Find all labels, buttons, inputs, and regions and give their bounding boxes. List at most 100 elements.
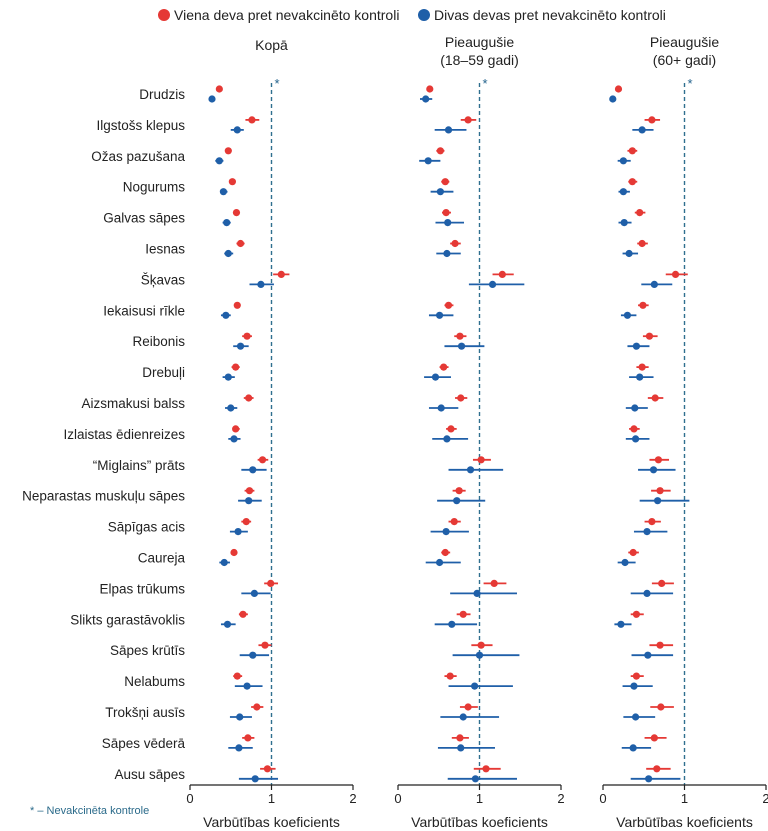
- two-doses-point: [623, 311, 632, 319]
- two-doses-point: [444, 219, 452, 227]
- one-dose-point: [263, 765, 272, 773]
- two-doses-point: [457, 342, 466, 350]
- category-label: “Miglains” prāts: [93, 458, 186, 473]
- one-dose-point: [440, 363, 448, 371]
- x-tick-label: 2: [349, 791, 356, 806]
- category-label: Nogurums: [123, 180, 186, 195]
- one-dose-point: [614, 85, 623, 93]
- one-dose-point: [245, 487, 254, 495]
- x-tick-label: 2: [557, 791, 564, 806]
- category-label: Iekaisusi rīkle: [103, 303, 185, 318]
- two-doses-point: [257, 280, 265, 288]
- one-dose-point: [459, 610, 467, 618]
- two-doses-point: [453, 497, 461, 505]
- legend-red-label: Viena deva pret nevakcinēto kontroli: [174, 7, 399, 23]
- one-dose-point: [671, 270, 680, 278]
- two-doses-point: [444, 126, 453, 134]
- two-doses-point: [422, 95, 430, 103]
- two-doses-point: [645, 775, 653, 783]
- two-doses-point: [488, 280, 497, 288]
- reference-marker: *: [275, 76, 280, 91]
- two-doses-point: [234, 528, 242, 536]
- two-doses-point: [249, 466, 257, 474]
- x-tick-label: 1: [476, 791, 483, 806]
- category-label: Neparastas muskuļu sāpes: [22, 489, 185, 504]
- one-dose-point: [243, 332, 251, 340]
- one-dose-point: [442, 209, 450, 217]
- two-doses-point: [436, 188, 444, 196]
- two-doses-point: [650, 280, 658, 288]
- category-label: Ožas pazušana: [91, 149, 185, 164]
- two-doses-point: [236, 713, 244, 721]
- two-doses-point: [245, 497, 253, 505]
- two-doses-point: [243, 682, 251, 690]
- category-label: Sāpes krūtīs: [110, 643, 185, 658]
- two-doses-point: [620, 219, 628, 227]
- one-dose-point: [636, 209, 644, 217]
- two-doses-point: [459, 713, 467, 721]
- one-dose-point: [447, 425, 455, 433]
- two-doses-point: [466, 466, 475, 474]
- two-doses-point: [473, 589, 481, 598]
- one-dose-point: [444, 301, 453, 309]
- two-doses-point: [609, 95, 617, 103]
- one-dose-point: [245, 394, 253, 402]
- one-dose-point: [244, 734, 252, 742]
- two-doses-point: [208, 95, 216, 103]
- one-dose-point: [261, 641, 269, 649]
- two-doses-point: [443, 249, 451, 258]
- one-dose-point: [436, 147, 444, 155]
- one-dose-point: [228, 178, 236, 186]
- one-dose-point: [639, 301, 647, 309]
- one-dose-point: [656, 487, 664, 495]
- category-label: Šķavas: [141, 272, 186, 287]
- category-label: Elpas trūkums: [99, 581, 185, 596]
- two-doses-point: [236, 342, 245, 350]
- one-dose-point: [441, 178, 449, 186]
- two-doses-point: [649, 466, 658, 474]
- category-label: Iesnas: [145, 242, 185, 257]
- two-doses-point: [630, 682, 638, 690]
- two-doses-point: [435, 311, 444, 319]
- one-dose-point: [645, 332, 654, 340]
- category-label: Trokšņi ausīs: [105, 705, 185, 720]
- one-dose-point: [632, 672, 641, 680]
- two-doses-point: [457, 744, 465, 752]
- one-dose-point: [654, 456, 663, 464]
- x-tick-label: 0: [186, 791, 193, 806]
- category-label: Izlaistas ēdienreizes: [63, 427, 185, 442]
- two-doses-point: [443, 435, 451, 443]
- panel-1: Kopā * 0 1 2 Varbūtības koeficients: [186, 37, 356, 830]
- category-label: Caureja: [138, 551, 186, 566]
- two-doses-point: [223, 219, 231, 227]
- one-dose-point: [451, 239, 459, 248]
- two-doses-point: [471, 775, 480, 783]
- two-doses-point: [442, 528, 450, 536]
- two-doses-point: [619, 188, 627, 196]
- one-dose-point: [233, 301, 241, 309]
- legend-blue-label: Divas devas pret nevakcinēto kontroli: [434, 7, 666, 23]
- one-dose-point: [490, 579, 498, 588]
- one-dose-point: [457, 394, 465, 402]
- two-doses-point: [219, 188, 228, 196]
- one-dose-point: [456, 734, 464, 742]
- one-dose-point: [632, 610, 641, 618]
- category-label: Nelabums: [124, 674, 185, 689]
- legend-red-marker: [158, 9, 170, 21]
- footnote: * – Nevakcinēta kontrole: [30, 805, 149, 817]
- two-doses-point: [227, 404, 235, 412]
- two-doses-point: [215, 157, 223, 165]
- one-dose-point: [232, 425, 240, 433]
- one-dose-point: [232, 363, 240, 371]
- panel-3: Pieaugušie (60+ gadi) * 0 1 2 Varbūtības koefi…: [599, 34, 768, 830]
- two-doses-point: [619, 157, 627, 165]
- two-doses-point: [220, 558, 228, 567]
- two-doses-point: [654, 497, 662, 505]
- one-dose-point: [477, 456, 485, 464]
- one-dose-point: [638, 239, 646, 248]
- two-doses-point: [617, 620, 625, 628]
- one-dose-point: [455, 487, 463, 495]
- two-doses-point: [471, 682, 479, 690]
